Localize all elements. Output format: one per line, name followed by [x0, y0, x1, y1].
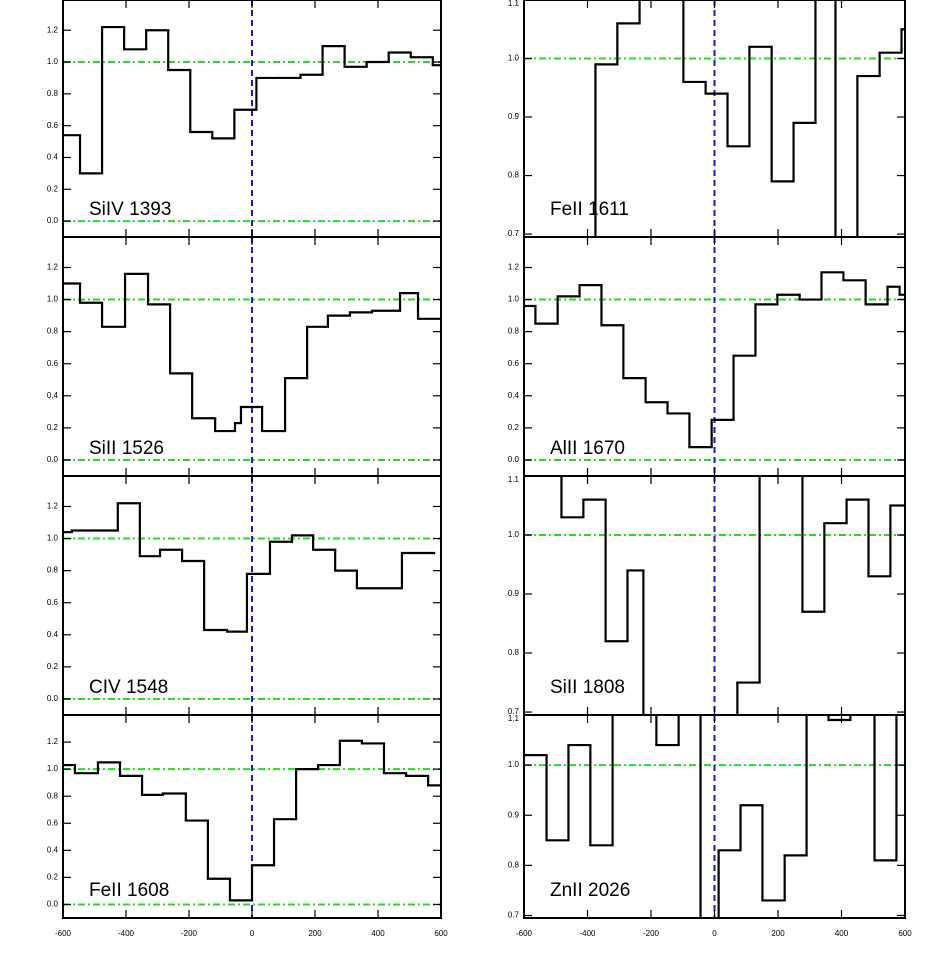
y-tick-label: 0.8 — [508, 648, 520, 657]
y-tick-label: 0.6 — [47, 598, 59, 607]
y-tick-label: 0.4 — [47, 391, 59, 400]
y-tick-label: 0.4 — [47, 630, 59, 639]
y-tick-label: 1.2 — [47, 502, 59, 511]
y-tick-label: 1.2 — [47, 263, 59, 272]
y-tick-label: 1.2 — [508, 263, 520, 272]
y-tick-label: 1.1 — [508, 0, 520, 8]
y-tick-label: 1.1 — [508, 475, 520, 484]
y-tick-label: 0.8 — [47, 791, 59, 800]
y-tick-label: 0.9 — [508, 112, 520, 121]
x-tick-label: -400 — [579, 929, 596, 938]
y-tick-label: 0.8 — [47, 89, 59, 98]
y-tick-label: 0.2 — [47, 184, 59, 193]
y-tick-label: 0.8 — [47, 566, 59, 575]
y-tick-label: 0.6 — [47, 121, 59, 130]
plot-area — [524, 476, 905, 715]
panel-label: SiIV 1393 — [89, 199, 171, 220]
panel: 0.7 0.8 0.9 1.0 1.1 SiII 1808 — [508, 475, 906, 716]
y-tick-label: 1.2 — [47, 737, 59, 746]
y-tick-label: 0.8 — [508, 171, 520, 180]
plot-area — [524, 715, 905, 918]
plot-area — [63, 0, 441, 237]
y-tick-label: 1.0 — [47, 534, 59, 543]
y-tick-label: 0.6 — [47, 359, 59, 368]
x-tick-label: -200 — [643, 929, 660, 938]
y-tick-label: 0.6 — [47, 818, 59, 827]
y-tick-label: 0.0 — [47, 900, 59, 909]
x-tick-label: -200 — [181, 929, 198, 938]
y-tick-label: 1.0 — [508, 54, 520, 63]
y-tick-label: 0.9 — [508, 810, 520, 819]
y-tick-label: 0.7 — [508, 707, 520, 716]
panel: 0.7 0.8 0.9 1.0 1.1 -600 -400 -200 0 200 400 600 ZnI… — [508, 714, 912, 938]
x-tick-label: 200 — [308, 929, 322, 938]
y-tick-label: 1.0 — [47, 57, 59, 66]
y-tick-label: 1.0 — [47, 764, 59, 773]
y-tick-label: 1.0 — [508, 295, 520, 304]
panel: 0.7 0.8 0.9 1.0 1.1 FeII 1611 — [508, 0, 906, 238]
panel-label: FeII 1611 — [550, 199, 629, 220]
plot-area — [524, 0, 905, 237]
panel-label: AlII 1670 — [550, 438, 625, 459]
x-tick-label: -600 — [55, 929, 72, 938]
y-tick-label: 0.2 — [47, 423, 59, 432]
x-tick-label: 200 — [771, 929, 785, 938]
x-tick-label: 400 — [835, 929, 849, 938]
y-tick-label: 0.6 — [508, 359, 520, 368]
x-tick-label: -600 — [516, 929, 533, 938]
y-tick-label: 0.8 — [508, 327, 520, 336]
y-tick-label: 1.1 — [508, 714, 520, 723]
panel-label: CIV 1548 — [89, 677, 168, 698]
panel-label: SiII 1526 — [89, 438, 164, 459]
y-tick-label: 0.2 — [47, 662, 59, 671]
y-tick-label: 1.2 — [47, 25, 59, 34]
y-tick-label: 0.9 — [508, 589, 520, 598]
panel: 0.0 0.2 0.4 0.6 0.8 1.0 1.2 AlII 1670 — [508, 236, 906, 477]
y-tick-label: 0.4 — [508, 391, 520, 400]
panel-label: FeII 1608 — [89, 880, 169, 901]
panel: 0.0 0.2 0.4 0.6 0.8 1.0 1.2 CIV 1548 — [47, 475, 442, 716]
y-tick-label: 1.0 — [508, 530, 520, 539]
y-tick-label: 0.2 — [508, 423, 520, 432]
y-tick-label: 0.4 — [47, 153, 59, 162]
y-tick-label: 0.0 — [508, 455, 520, 464]
y-tick-label: 0.0 — [47, 455, 59, 464]
x-tick-label: 600 — [434, 929, 448, 938]
y-tick-label: 0.0 — [47, 694, 59, 703]
panel: 0.0 0.2 0.4 0.6 0.8 1.0 1.2 SiII 1526 — [47, 236, 442, 477]
x-tick-label: -400 — [118, 929, 135, 938]
x-tick-label: 600 — [898, 929, 912, 938]
y-tick-label: 0.8 — [508, 860, 520, 869]
y-tick-label: 0.4 — [47, 845, 59, 854]
y-tick-label: 0.0 — [47, 216, 59, 225]
panel-label: ZnII 2026 — [550, 880, 630, 901]
plot-area — [63, 476, 441, 715]
y-tick-label: 0.2 — [47, 873, 59, 882]
plot-area — [63, 715, 441, 918]
plot-area — [524, 237, 905, 476]
panel-label: SiII 1808 — [550, 677, 625, 698]
y-tick-label: 1.0 — [47, 295, 59, 304]
x-tick-label: 0 — [712, 929, 717, 938]
y-tick-label: 0.7 — [508, 229, 520, 238]
plot-area — [63, 237, 441, 476]
y-tick-label: 0.8 — [47, 327, 59, 336]
panel: 0.0 0.2 0.4 0.6 0.8 1.0 1.2 SiIV 1393 — [47, 0, 442, 238]
y-tick-label: 1.0 — [508, 760, 520, 769]
x-tick-label: 400 — [371, 929, 385, 938]
y-tick-label: 0.7 — [508, 911, 520, 920]
panel: 0.0 0.2 0.4 0.6 0.8 1.0 1.2 -600 -400 -200 0 200 400… — [47, 714, 448, 938]
x-tick-label: 0 — [250, 929, 255, 938]
